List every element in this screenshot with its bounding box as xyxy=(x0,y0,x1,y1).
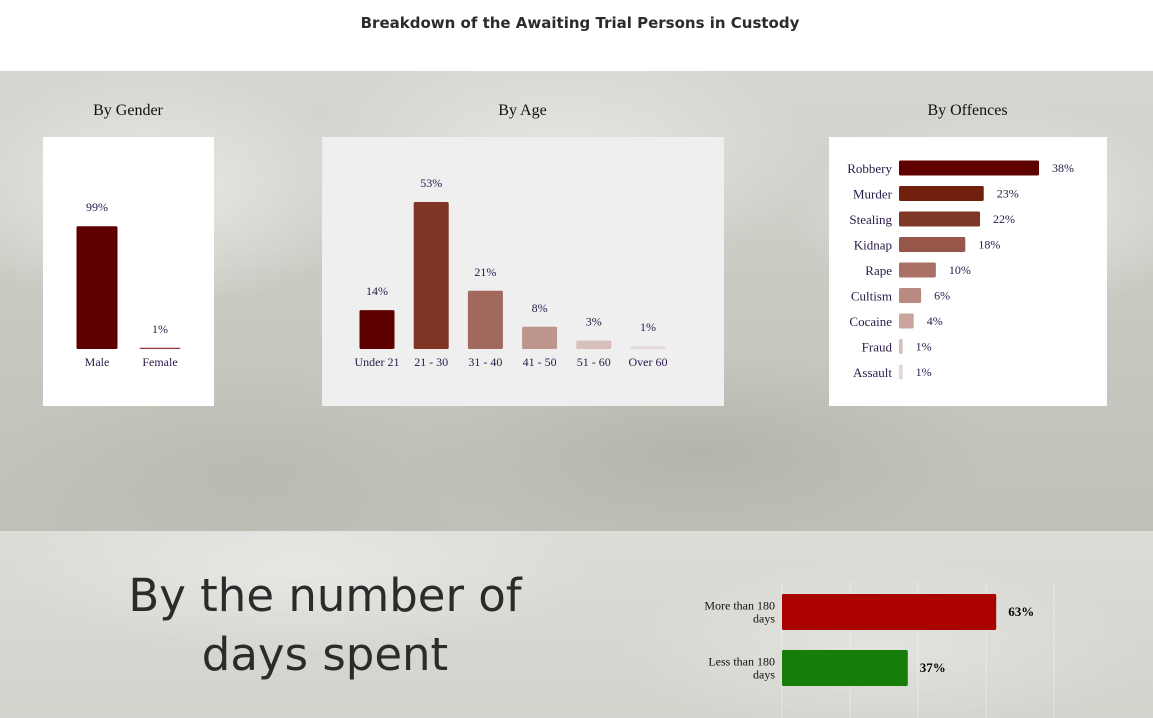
svg-offences-value-label: 1% xyxy=(916,365,932,379)
svg-offences-value-label: 10% xyxy=(949,263,971,277)
svg-age-value-label: 1% xyxy=(640,320,656,334)
offences-chart-panel: Robbery 38% Murder 23% Stealing 22% Kidnap 18% R… xyxy=(829,137,1107,406)
svg-offences-category-label: Cocaine xyxy=(849,314,892,329)
svg-offences-category-label: Fraud xyxy=(862,340,893,355)
svg-gender-bar xyxy=(76,226,118,349)
age-title: By Age xyxy=(498,102,547,119)
svg-gender-category-label: Male xyxy=(85,355,110,369)
svg-offences-value-label: 4% xyxy=(927,314,943,328)
svg-age-category-label: 21 - 30 xyxy=(414,355,448,369)
svg-offences-bar xyxy=(899,288,922,303)
gender-chart-panel: 99% Male 1% Female xyxy=(43,137,214,406)
svg-age-background xyxy=(322,137,724,406)
svg-offences-bar xyxy=(899,160,1039,176)
svg-age-category-label: 41 - 50 xyxy=(523,355,557,369)
svg-offences-value-label: 38% xyxy=(1052,161,1074,175)
svg-age-bar xyxy=(576,340,612,349)
svg-offences-value-label: 1% xyxy=(916,340,932,354)
header-bar: Breakdown of the Awaiting Trial Persons … xyxy=(0,0,1153,71)
svg-gender-background xyxy=(43,137,214,406)
age-chart-panel: 14% Under 21 53% 21 - 30 21% 31 - 40 8% 41 - 50… xyxy=(322,137,724,406)
svg-age-bar xyxy=(359,310,395,349)
svg-offences-value-label: 6% xyxy=(934,289,950,303)
svg-offences-bar xyxy=(899,339,903,354)
svg-age-value-label: 53% xyxy=(420,176,442,190)
svg-age-bar xyxy=(467,290,503,349)
svg-gender-value-label: 1% xyxy=(152,322,168,336)
page-title: Breakdown of the Awaiting Trial Persons … xyxy=(360,14,800,32)
svg-offences-value-label: 22% xyxy=(993,212,1015,226)
svg-age-bar xyxy=(522,326,558,349)
svg-age-category-label: Over 60 xyxy=(629,355,668,369)
gender-title: By Gender xyxy=(93,102,163,119)
age-chart: 14% Under 21 53% 21 - 30 21% 31 - 40 8% 41 - 50… xyxy=(322,137,724,406)
svg-gender-bar xyxy=(139,347,181,349)
svg-age-value-label: 21% xyxy=(474,265,496,279)
svg-offences-bar xyxy=(899,237,966,252)
svg-age-category-label: 51 - 60 xyxy=(577,355,611,369)
svg-days-category-label: More than 180 xyxy=(704,599,775,613)
svg-offences-category-label: Assault xyxy=(853,365,892,380)
svg-offences-category-label: Rape xyxy=(865,263,892,278)
offences-chart: Robbery 38% Murder 23% Stealing 22% Kidnap 18% R… xyxy=(829,137,1107,406)
svg-offences-category-label: Stealing xyxy=(849,212,892,227)
svg-age-bar xyxy=(630,346,666,349)
svg-age-category-label: Under 21 xyxy=(355,355,400,369)
svg-days-category-label: days xyxy=(753,612,775,626)
svg-offences-bar xyxy=(899,211,981,227)
offences-title: By Offences xyxy=(927,102,1008,119)
svg-age-category-label: 31 - 40 xyxy=(468,355,502,369)
svg-offences-category-label: Cultism xyxy=(851,289,892,304)
svg-age-value-label: 3% xyxy=(586,315,602,329)
svg-age-value-label: 8% xyxy=(532,301,548,315)
svg-days-category-label: days xyxy=(753,668,775,682)
svg-age-value-label: 14% xyxy=(366,284,388,298)
svg-days-bar xyxy=(782,650,908,686)
cloud-background-bottom: More than 180 days 63% Less than 180 days 37% xyxy=(0,531,1153,718)
svg-offences-bar xyxy=(899,262,936,278)
svg-days-value-label: 37% xyxy=(920,660,946,675)
cloud-background-top: By Gender By Age By Offences 99% Male 1% Fe… xyxy=(0,71,1153,531)
svg-offences-bar xyxy=(899,364,903,380)
svg-offences-category-label: Robbery xyxy=(847,161,892,176)
svg-age-bar xyxy=(413,202,449,349)
svg-offences-bar xyxy=(899,313,914,329)
svg-days-category-label: Less than 180 xyxy=(708,655,775,669)
svg-offences-background xyxy=(829,137,1107,406)
svg-offences-bar xyxy=(899,186,984,201)
svg-offences-category-label: Murder xyxy=(853,187,893,202)
days-heading: By the number of days spent xyxy=(128,569,522,681)
gender-chart: 99% Male 1% Female xyxy=(43,137,214,406)
svg-days-value-label: 63% xyxy=(1008,604,1034,619)
svg-offences-category-label: Kidnap xyxy=(854,238,892,253)
svg-offences-value-label: 18% xyxy=(978,238,1000,252)
svg-gender-value-label: 99% xyxy=(86,200,108,214)
svg-gender-category-label: Female xyxy=(142,355,177,369)
svg-offences-value-label: 23% xyxy=(997,187,1019,201)
days-chart-panel: More than 180 days 63% Less than 180 days 37% xyxy=(680,581,1100,718)
svg-days-bar xyxy=(782,594,997,630)
